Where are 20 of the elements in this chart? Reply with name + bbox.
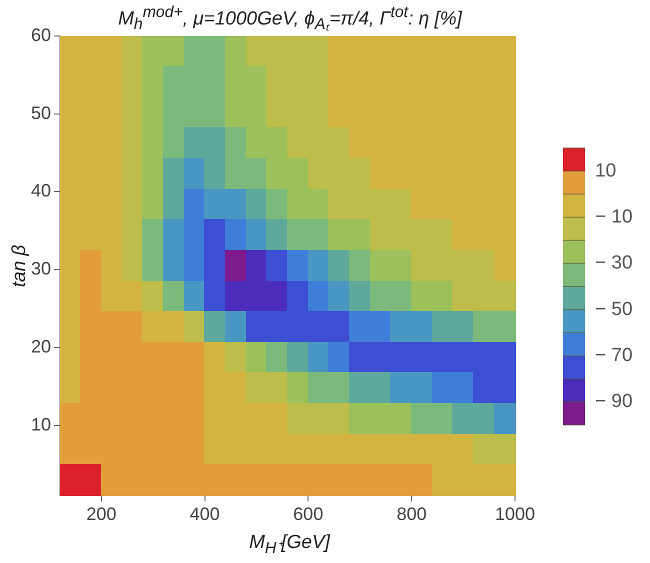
x-tick-label: 600 xyxy=(293,504,324,524)
y-tick-label: 50 xyxy=(30,102,52,123)
y-tick-label: 20 xyxy=(30,336,52,356)
x-tick-label: 200 xyxy=(86,504,116,524)
color-bar-label: − 10 xyxy=(595,206,633,228)
x-tick-label: 1000 xyxy=(494,504,536,524)
chart-title: M$_{h}$$^{mod+}$, μ=1000GeV, ϕ$_{Aₜ}$=π/4, Γ$^{tot}$: η [%] xyxy=(118,4,462,34)
y-tick-label: 60 xyxy=(30,24,52,45)
color-bar-label: 10 xyxy=(595,160,616,182)
y-axis-title: tan β xyxy=(9,244,31,290)
color-bar-label: − 70 xyxy=(595,344,633,366)
x-axis-title: M$_{H⁺}$[GeV] xyxy=(248,532,332,558)
x-tick-label: 800 xyxy=(396,504,427,524)
color-bar-label: − 50 xyxy=(595,298,633,320)
y-tick-label: 30 xyxy=(30,258,52,279)
y-tick-label: 40 xyxy=(30,180,52,201)
x-tick-label: 400 xyxy=(190,504,220,524)
color-bar-label: − 30 xyxy=(595,252,633,274)
color-bar-label: − 90 xyxy=(595,391,633,412)
y-tick-label: 10 xyxy=(30,414,52,434)
